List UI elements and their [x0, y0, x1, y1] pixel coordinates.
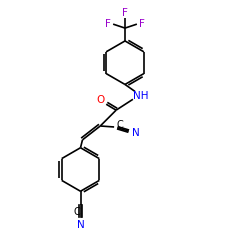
Text: C: C [73, 207, 80, 217]
Text: O: O [96, 95, 104, 105]
Text: C: C [117, 120, 123, 130]
Text: N: N [132, 128, 140, 138]
Text: F: F [105, 19, 111, 29]
Text: F: F [122, 8, 128, 18]
Text: F: F [139, 19, 145, 29]
Text: N: N [76, 220, 84, 230]
Text: NH: NH [133, 91, 148, 101]
